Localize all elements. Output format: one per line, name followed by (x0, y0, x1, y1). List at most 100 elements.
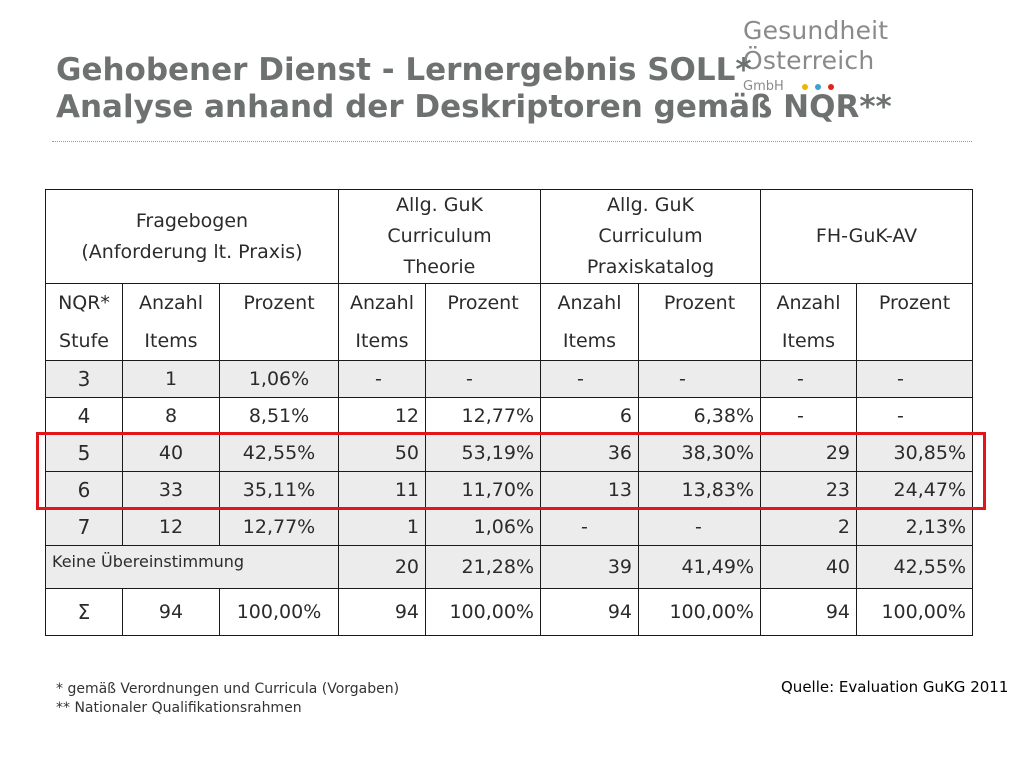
cell-anzahl-praxis: 36 (540, 434, 639, 472)
source-note: Quelle: Evaluation GuKG 2011 (781, 678, 1009, 696)
nqr-table: Fragebogen (Anforderung lt. Praxis) Allg… (45, 189, 973, 636)
subheader-prozent-3: Prozent (638, 283, 761, 361)
cell-prozent-praxis: - (638, 508, 761, 546)
header-fragebogen-line2: (Anforderung lt. Praxis) (81, 240, 303, 263)
header-fh: FH-GuK-AV (760, 189, 973, 284)
subheader-prozent-2: Prozent (425, 283, 541, 361)
cell-prozent-fh: 2,13% (856, 508, 973, 546)
header-theorie-line3: Theorie (403, 256, 476, 278)
table-row-stufe-3: 3 1 1,06% - - - - - - (45, 360, 973, 398)
cell-sum-label: Σ (45, 588, 123, 636)
cell-prozent-theorie: 1,06% (425, 508, 541, 546)
cell-anzahl-fragebogen: 33 (122, 471, 220, 509)
cell-sum-anzahl-fragebogen: 94 (122, 588, 220, 636)
cell-stufe: 7 (45, 508, 123, 546)
table-row-sum: Σ 94 100,00% 94 100,00% 94 100,00% 94 10… (45, 588, 973, 636)
subheader-anzahl-4: Anzahl Items (760, 283, 857, 361)
cell-anzahl-theorie: 11 (338, 471, 426, 509)
cell-anzahl-fragebogen: 40 (122, 434, 220, 472)
cell-prozent-fragebogen: 8,51% (219, 397, 339, 435)
header-fragebogen: Fragebogen (Anforderung lt. Praxis) (45, 189, 339, 284)
cell-prozent-theorie: - (425, 360, 541, 398)
cell-prozent-praxis: 6,38% (638, 397, 761, 435)
logo: Gesundheit Österreich GmbH (743, 16, 1024, 95)
logo-name: Gesundheit Österreich (743, 16, 889, 75)
subheader-nqr-line2: Stufe (59, 330, 109, 352)
cell-prozent-praxis: 38,30% (638, 434, 761, 472)
table-row-stufe-7: 7 12 12,77% 1 1,06% - - 2 2,13% (45, 508, 973, 546)
subheader-anzahl-line2: Items (562, 330, 617, 352)
cell-prozent-praxis: 13,83% (638, 471, 761, 509)
logo-dot-red (827, 84, 834, 90)
footnote-2: ** Nationaler Qualifikationsrahmen (56, 700, 302, 716)
cell-anzahl-theorie: 50 (338, 434, 426, 472)
cell-anzahl-theorie: 20 (338, 545, 426, 589)
cell-prozent-theorie: 11,70% (425, 471, 541, 509)
cell-prozent-theorie: 21,28% (425, 545, 541, 589)
cell-anzahl-praxis: - (540, 360, 639, 398)
cell-prozent-praxis: - (638, 360, 761, 398)
header-praxis: Allg. GuK Curriculum Praxiskatalog (540, 189, 761, 284)
subheader-prozent-1: Prozent (219, 283, 339, 361)
title-line-2: Analyse anhand der Deskriptoren gemäß NQ… (56, 89, 892, 125)
cell-prozent-fh: - (856, 397, 973, 435)
cell-stufe: 4 (45, 397, 123, 435)
subheader-anzahl-line1: Anzahl (557, 292, 622, 314)
cell-anzahl-fh: 23 (760, 471, 857, 509)
subheader-anzahl-line2: Items (355, 330, 409, 352)
subheader-anzahl-1: Anzahl Items (122, 283, 220, 361)
subheader-anzahl-2: Anzahl Items (338, 283, 426, 361)
cell-prozent-fh: - (856, 360, 973, 398)
subheader-anzahl-line1: Anzahl (350, 292, 414, 314)
cell-sum-prozent-fragebogen: 100,00% (219, 588, 339, 636)
footnote-1: * gemäß Verordnungen und Curricula (Vorg… (56, 681, 400, 697)
cell-prozent-theorie: 12,77% (425, 397, 541, 435)
cell-anzahl-fragebogen: 8 (122, 397, 220, 435)
sub-header-row: NQR* Stufe Anzahl Items Prozent Anzahl I… (45, 283, 973, 361)
header-theorie-line2: Curriculum (387, 225, 492, 247)
cell-anzahl-fh: 40 (760, 545, 857, 589)
header-theorie-line1: Allg. GuK (396, 194, 483, 216)
header-praxis-line2: Curriculum (598, 225, 703, 247)
cell-prozent-fragebogen: 1,06% (219, 360, 339, 398)
logo-dot-blue (814, 84, 821, 90)
header-fragebogen-line1: Fragebogen (135, 209, 249, 232)
title-line-1: Gehobener Dienst - Lernergebnis SOLL* (56, 52, 752, 88)
subheader-anzahl-line2: Items (144, 330, 198, 352)
cell-prozent-fragebogen: 12,77% (219, 508, 339, 546)
cell-anzahl-theorie: - (338, 360, 426, 398)
cell-prozent-fragebogen: 35,11% (219, 471, 339, 509)
subheader-anzahl-line1: Anzahl (139, 292, 203, 314)
title-divider (52, 141, 972, 142)
subheader-anzahl-line2: Items (781, 330, 836, 352)
subheader-anzahl-3: Anzahl Items (540, 283, 639, 361)
subheader-prozent-4: Prozent (856, 283, 973, 361)
cell-prozent-praxis: 41,49% (638, 545, 761, 589)
cell-sum-anzahl-theorie: 94 (338, 588, 426, 636)
subheader-anzahl-line1: Anzahl (776, 292, 841, 314)
cell-prozent-theorie: 53,19% (425, 434, 541, 472)
logo-dot-yellow (801, 84, 808, 90)
cell-stufe: 6 (45, 471, 123, 509)
cell-prozent-fh: 42,55% (856, 545, 973, 589)
highlight-box (36, 432, 986, 510)
cell-anzahl-praxis: - (540, 508, 639, 546)
cell-sum-prozent-theorie: 100,00% (425, 588, 541, 636)
header-praxis-line3: Praxiskatalog (586, 256, 715, 278)
logo-row: GmbH (743, 79, 1024, 95)
cell-prozent-fh: 24,47% (856, 471, 973, 509)
cell-anzahl-fh: 29 (760, 434, 857, 472)
cell-anzahl-fh: - (760, 360, 857, 398)
table-row-stufe-6: 6 33 35,11% 11 11,70% 13 13,83% 23 24,47… (45, 471, 973, 509)
cell-anzahl-praxis: 39 (540, 545, 639, 589)
cell-sum-prozent-praxis: 100,00% (638, 588, 761, 636)
cell-anzahl-fragebogen: 12 (122, 508, 220, 546)
table-row-keine: Keine Übereinstimmung 20 21,28% 39 41,49… (45, 545, 973, 589)
footnotes: * gemäß Verordnungen und Curricula (Vorg… (56, 680, 399, 718)
cell-anzahl-fh: - (760, 397, 857, 435)
cell-keine-label: Keine Übereinstimmung (45, 545, 339, 589)
group-header-row: Fragebogen (Anforderung lt. Praxis) Allg… (45, 189, 973, 284)
cell-stufe: 3 (45, 360, 123, 398)
subheader-nqr-line1: NQR* (58, 292, 110, 314)
cell-anzahl-fragebogen: 1 (122, 360, 220, 398)
